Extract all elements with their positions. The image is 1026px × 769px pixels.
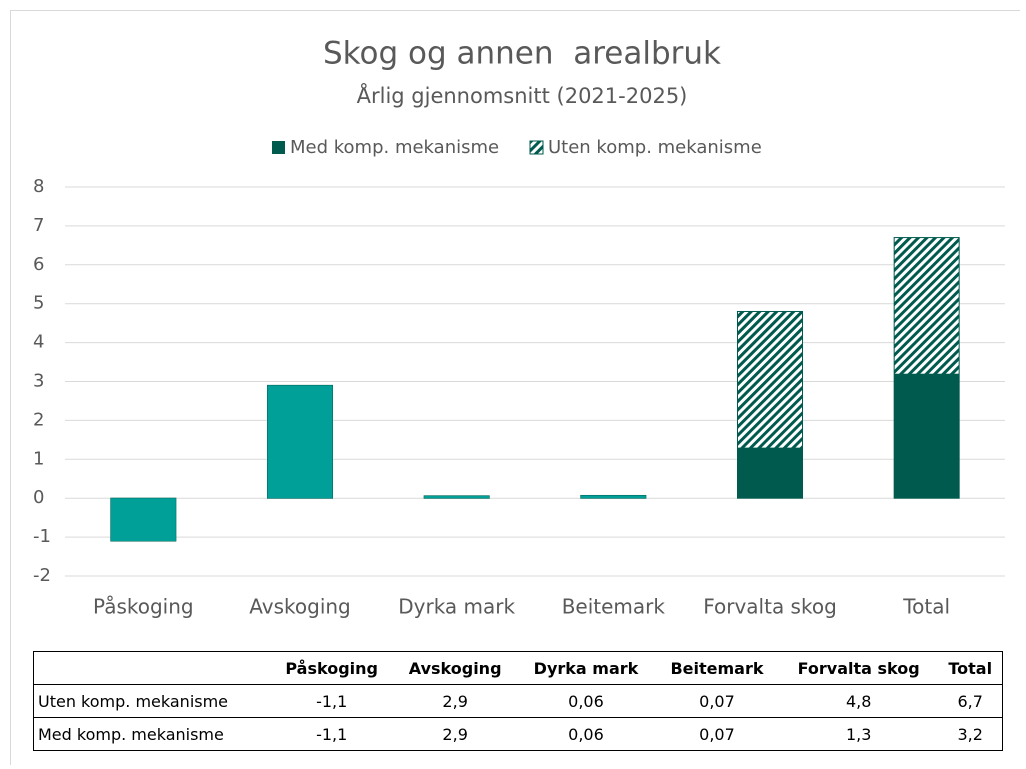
y-tick-label: 1 xyxy=(33,448,44,469)
cell: 1,3 xyxy=(778,717,939,751)
col-header: Dyrka mark xyxy=(533,658,639,678)
y-tick-label: -1 xyxy=(33,526,51,547)
cell: -1,1 xyxy=(270,717,394,751)
cell: 0,06 xyxy=(516,717,656,751)
y-tick-label: 3 xyxy=(33,371,44,392)
y-tick-label: 7 xyxy=(33,215,44,236)
bar xyxy=(424,495,490,499)
cell: 2,9 xyxy=(393,717,517,751)
x-tick-label: Beitemark xyxy=(562,595,666,619)
chart-title: Skog og annen arealbruk xyxy=(323,36,721,72)
data-table: Påskoging Avskoging Dyrka mark Beitemark… xyxy=(33,651,1003,751)
cell: 2,9 xyxy=(393,684,517,718)
chart: Skog og annen arealbruk Årlig gjennomsni… xyxy=(33,36,1005,619)
cell: 0,06 xyxy=(516,684,656,718)
y-tick-label: 8 xyxy=(33,176,44,197)
bar xyxy=(580,495,646,499)
y-tick-label: -2 xyxy=(33,565,51,586)
chart-subtitle: Årlig gjennomsnitt (2021-2025) xyxy=(357,82,688,108)
x-tick-label: Påskoging xyxy=(93,595,194,619)
legend-swatch xyxy=(272,141,285,154)
cell: 0,07 xyxy=(655,717,779,751)
col-header: Beitemark xyxy=(670,658,764,678)
corner-cell xyxy=(34,652,271,685)
legend-swatch xyxy=(529,140,544,155)
x-tick-label: Forvalta skog xyxy=(703,595,837,619)
col-header: Påskoging xyxy=(285,658,378,678)
col-header: Forvalta skog xyxy=(797,658,920,678)
cell: -1,1 xyxy=(270,684,394,718)
bar xyxy=(737,447,803,499)
y-tick-label: 2 xyxy=(33,409,44,430)
bar xyxy=(267,385,333,499)
col-header: Avskoging xyxy=(408,658,502,678)
y-tick-label: 0 xyxy=(33,487,44,508)
cell: 0,07 xyxy=(655,684,779,718)
cell: 6,7 xyxy=(938,684,1003,718)
row-header: Med komp. mekanisme xyxy=(33,717,270,751)
bar xyxy=(894,373,960,499)
cell: 4,8 xyxy=(778,684,939,718)
legend-label: Med komp. mekanisme xyxy=(290,137,499,158)
y-tick-label: 4 xyxy=(33,332,44,353)
bar xyxy=(110,498,176,541)
x-tick-label: Total xyxy=(902,595,950,619)
col-header: Total xyxy=(948,658,993,678)
x-tick-label: Avskoging xyxy=(249,595,351,619)
legend-label: Uten komp. mekanisme xyxy=(548,137,762,158)
x-tick-label: Dyrka mark xyxy=(398,595,515,619)
cell: 3,2 xyxy=(938,717,1003,751)
chart-frame xyxy=(10,10,1020,765)
y-tick-label: 5 xyxy=(33,293,44,314)
row-header: Uten komp. mekanisme xyxy=(33,684,270,718)
y-tick-label: 6 xyxy=(33,254,44,275)
